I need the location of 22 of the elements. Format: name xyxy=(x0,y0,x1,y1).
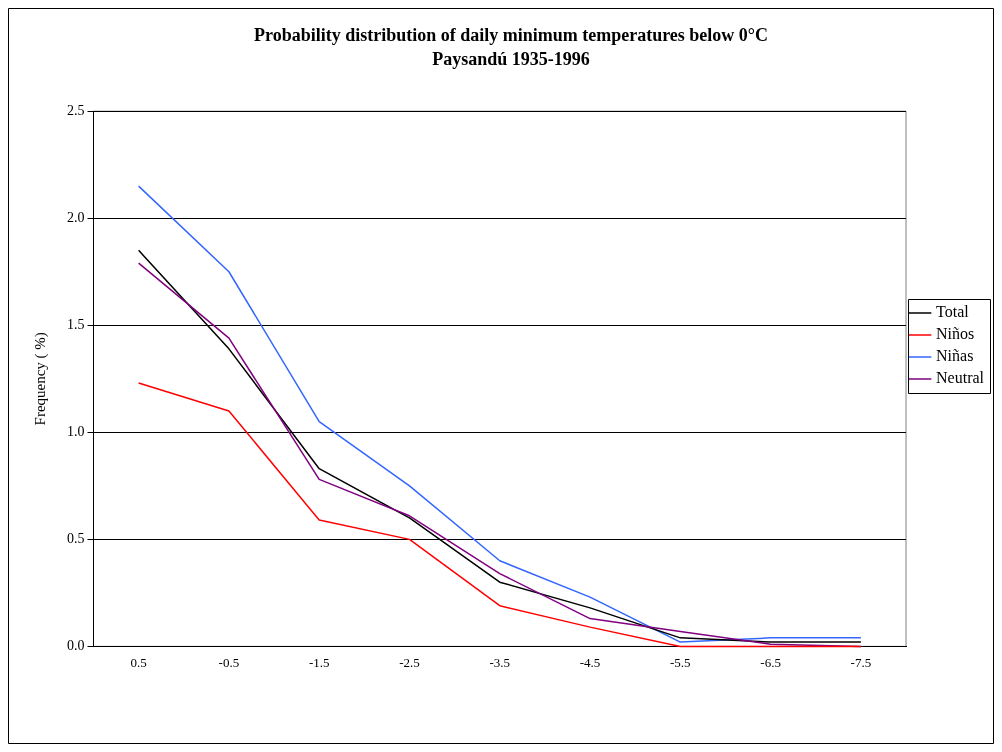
x-tick-label: -2.5 xyxy=(399,654,420,670)
x-tick-label: -6.5 xyxy=(760,654,781,670)
x-tick-label: -5.5 xyxy=(670,654,691,670)
y-tick-label: 1.0 xyxy=(67,423,85,439)
legend-label: Niñas xyxy=(936,347,974,365)
y-tick-label: 2.5 xyxy=(67,102,85,118)
chart-subtitle: Paysandú 1935-1996 xyxy=(432,49,590,70)
x-tick-label: -4.5 xyxy=(579,654,601,670)
legend-label: Neutral xyxy=(936,369,985,387)
y-tick-label: 0.0 xyxy=(67,638,85,654)
y-tick-label: 2.0 xyxy=(67,209,85,225)
chart-title: Probability distribution of daily minimum temperatures below 0°C xyxy=(253,25,769,46)
legend-label: Total xyxy=(936,303,970,321)
y-tick-label: 0.5 xyxy=(67,531,85,547)
x-tick-label: -0.5 xyxy=(218,654,240,670)
x-tick-label: 0.5 xyxy=(130,654,147,670)
x-tick-label: -7.5 xyxy=(850,654,872,670)
y-axis-title: Frequency ( %) xyxy=(31,332,49,426)
legend-label: Niños xyxy=(936,325,975,343)
x-tick-label: -1.5 xyxy=(308,654,330,670)
x-tick-label: -3.5 xyxy=(489,654,511,670)
y-tick-label: 1.5 xyxy=(67,316,85,332)
